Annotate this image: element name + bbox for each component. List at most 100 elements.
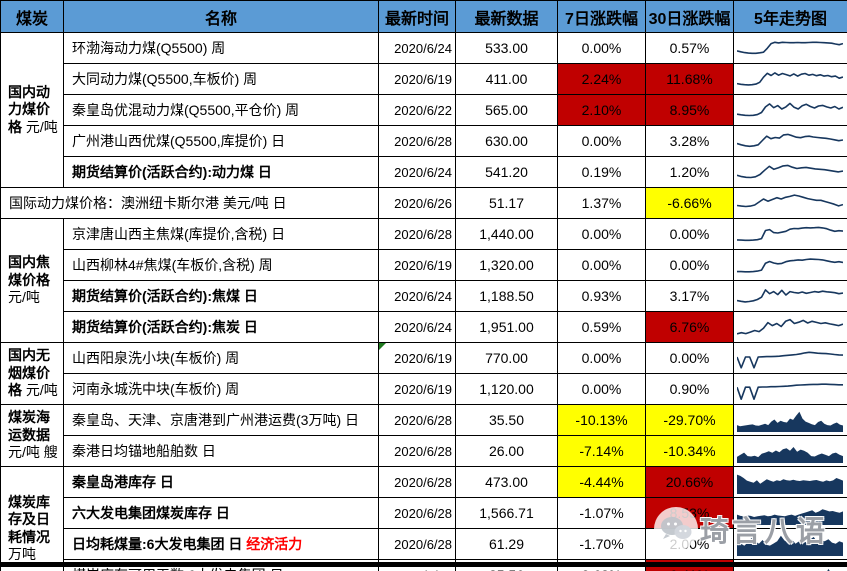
chg7-cell[interactable]: -10.13% [557, 404, 646, 436]
header-name[interactable]: 名称 [63, 0, 379, 33]
chg7-cell[interactable]: 0.93% [557, 280, 646, 312]
category-cell[interactable]: 国内动力煤价格 元/吨 [0, 32, 64, 188]
sparkline-cell[interactable] [733, 249, 847, 281]
chg30-cell[interactable]: 11.68% [645, 63, 734, 95]
chg30-cell[interactable]: 0.90% [645, 373, 734, 405]
name-cell[interactable]: 期货结算价(活跃合约):动力煤 日 [63, 156, 379, 188]
name-cell[interactable]: 期货结算价(活跃合约):焦炭 日 [63, 311, 379, 343]
chg30-cell[interactable]: 2.00% [645, 528, 734, 560]
sparkline-cell[interactable] [733, 63, 847, 95]
date-cell[interactable]: 2020/6/28 [378, 218, 456, 250]
chg30-cell[interactable]: -6.66% [645, 187, 734, 219]
value-cell[interactable]: 51.17 [455, 187, 558, 219]
name-cell[interactable]: 期货结算价(活跃合约):焦煤 日 [63, 280, 379, 312]
chg7-cell[interactable]: 0.59% [557, 311, 646, 343]
header-30day-change[interactable]: 30日涨跌幅 [645, 0, 734, 33]
name-cell[interactable]: 大同动力煤(Q5500,车板价) 周 [63, 63, 379, 95]
date-cell[interactable]: 2020/6/26 [378, 187, 456, 219]
date-cell[interactable]: 2020/6/19 [378, 342, 456, 374]
chg30-cell[interactable]: 0.00% [645, 249, 734, 281]
sparkline-cell[interactable] [733, 466, 847, 498]
chg7-cell[interactable]: 0.00% [557, 32, 646, 64]
chg30-cell[interactable]: 0.00% [645, 342, 734, 374]
value-cell[interactable]: 473.00 [455, 466, 558, 498]
sparkline-cell[interactable] [733, 32, 847, 64]
value-cell[interactable]: 1,120.00 [455, 373, 558, 405]
date-cell[interactable]: 2020/6/28 [378, 435, 456, 467]
name-cell[interactable]: 山西柳林4#焦煤(车板价,含税) 周 [63, 249, 379, 281]
name-cell[interactable]: 河南永城洗中块(车板价) 周 [63, 373, 379, 405]
sparkline-cell[interactable] [733, 156, 847, 188]
date-cell[interactable]: 2020/6/24 [378, 32, 456, 64]
value-cell[interactable]: 1,440.00 [455, 218, 558, 250]
value-cell[interactable]: 565.00 [455, 94, 558, 126]
category-cell[interactable]: 国内无烟煤价格 元/吨 [0, 342, 64, 405]
header-latest-data[interactable]: 最新数据 [455, 0, 558, 33]
name-cell[interactable]: 广州港山西优煤(Q5500,库提价) 日 [63, 125, 379, 157]
value-cell[interactable]: 770.00 [455, 342, 558, 374]
chg7-cell[interactable]: 0.19% [557, 156, 646, 188]
chg30-cell[interactable]: -10.34% [645, 435, 734, 467]
sparkline-cell[interactable] [733, 528, 847, 560]
value-cell[interactable]: 1,951.00 [455, 311, 558, 343]
name-cell[interactable]: 秦皇岛、天津、京唐港到广州港运费(3万吨) 日 [63, 404, 379, 436]
date-cell[interactable]: 2020/6/28 [378, 466, 456, 498]
name-cell[interactable]: 环渤海动力煤(Q5500) 周 [63, 32, 379, 64]
sparkline-cell[interactable] [733, 187, 847, 219]
chg7-cell[interactable]: 1.37% [557, 187, 646, 219]
chg7-cell[interactable]: -1.70% [557, 528, 646, 560]
value-cell[interactable]: 1,188.50 [455, 280, 558, 312]
category-cell[interactable]: 煤炭海运数据 元/吨 艘 [0, 404, 64, 467]
name-cell[interactable]: 京津唐山西主焦煤(库提价,含税) 日 [63, 218, 379, 250]
chg7-cell[interactable]: 0.00% [557, 249, 646, 281]
header-coal[interactable]: 煤炭 [0, 0, 64, 33]
sparkline-cell[interactable] [733, 497, 847, 529]
chg30-cell[interactable]: 6.76% [645, 311, 734, 343]
date-cell[interactable]: 2020/6/24 [378, 280, 456, 312]
value-cell[interactable]: 1,566.71 [455, 497, 558, 529]
date-cell[interactable]: 2020/6/19 [378, 249, 456, 281]
chg7-cell[interactable]: 0.00% [557, 342, 646, 374]
chg7-cell[interactable]: 2.10% [557, 94, 646, 126]
sparkline-cell[interactable] [733, 435, 847, 467]
name-cell[interactable]: 秦港日均锚地船舶数 日 [63, 435, 379, 467]
chg30-cell[interactable]: 3.17% [645, 280, 734, 312]
chg30-cell[interactable]: 8.53% [645, 497, 734, 529]
sparkline-cell[interactable] [733, 404, 847, 436]
header-latest-time[interactable]: 最新时间 [378, 0, 456, 33]
sparkline-cell[interactable] [733, 373, 847, 405]
sparkline-cell[interactable] [733, 94, 847, 126]
chg7-cell[interactable]: -1.07% [557, 497, 646, 529]
name-cell[interactable]: 日均耗煤量:6大发电集团 日 经济活力 [63, 528, 379, 560]
value-cell[interactable]: 533.00 [455, 32, 558, 64]
name-cell[interactable]: 秦皇岛优混动力煤(Q5500,平仓价) 周 [63, 94, 379, 126]
date-cell[interactable]: 2020/6/28 [378, 528, 456, 560]
chg7-cell[interactable]: 0.00% [557, 373, 646, 405]
date-cell[interactable]: 2020/6/24 [378, 311, 456, 343]
header-5year-trend[interactable]: 5年走势图 [733, 0, 847, 33]
date-cell[interactable]: 2020/6/28 [378, 497, 456, 529]
value-cell[interactable]: 411.00 [455, 63, 558, 95]
value-cell[interactable]: 1,320.00 [455, 249, 558, 281]
sparkline-cell[interactable] [733, 342, 847, 374]
category-cell[interactable]: 国内焦煤价格 元/吨 [0, 218, 64, 343]
chg7-cell[interactable]: 0.00% [557, 218, 646, 250]
chg7-cell[interactable]: -7.14% [557, 435, 646, 467]
date-cell[interactable]: 2020/6/19 [378, 63, 456, 95]
name-cell[interactable]: 六大发电集团煤炭库存 日 [63, 497, 379, 529]
chg30-cell[interactable]: 0.57% [645, 32, 734, 64]
value-cell[interactable]: 630.00 [455, 125, 558, 157]
sparkline-cell[interactable] [733, 280, 847, 312]
date-cell[interactable]: 2020/6/19 [378, 373, 456, 405]
date-cell[interactable]: 2020/6/28 [378, 125, 456, 157]
date-cell[interactable]: 2020/6/24 [378, 156, 456, 188]
chg30-cell[interactable]: -29.70% [645, 404, 734, 436]
category-cell[interactable]: 煤炭库存及日耗情况 万吨 [0, 466, 64, 571]
chg30-cell[interactable]: 20.66% [645, 466, 734, 498]
sparkline-cell[interactable] [733, 218, 847, 250]
name-cell[interactable]: 国际动力煤价格：澳洲纽卡斯尔港 美元/吨 日 [0, 187, 379, 219]
value-cell[interactable]: 61.29 [455, 528, 558, 560]
header-7day-change[interactable]: 7日涨跌幅 [557, 0, 646, 33]
name-cell[interactable]: 山西阳泉洗小块(车板价) 周 [63, 342, 379, 374]
chg30-cell[interactable]: 1.20% [645, 156, 734, 188]
